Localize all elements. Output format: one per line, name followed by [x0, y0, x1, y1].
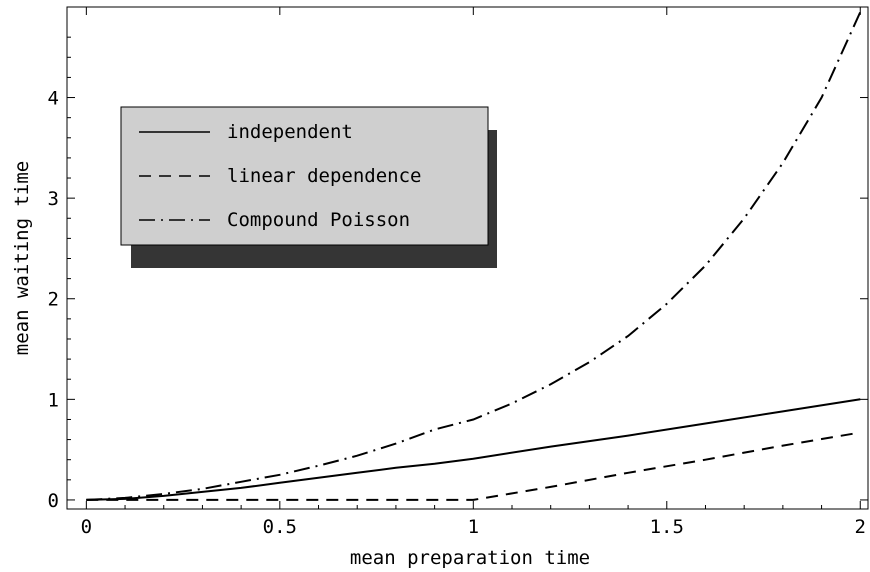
y-axis-label: mean waiting time: [11, 161, 33, 355]
x-tick-label: 2: [855, 516, 866, 538]
series-layer: [86, 11, 862, 501]
legend-label: linear dependence: [227, 165, 421, 187]
y-tick-label: 2: [48, 289, 59, 311]
legend: independent linear dependence Compound Poi…: [120, 106, 497, 268]
x-axis-label: mean preparation time: [350, 547, 590, 569]
tick-layer: 0 0.5 1 1.5 2 0 1 2 3 4: [48, 7, 868, 538]
x-tick-label: 1: [468, 516, 479, 538]
plot-frame: [66, 6, 869, 510]
y-tick-label: 1: [48, 389, 59, 411]
x-tick-label: 1.5: [650, 516, 684, 538]
legend-label: independent: [227, 121, 353, 143]
x-tick-label: 0: [81, 516, 92, 538]
series-line-linear-dependence: [86, 431, 861, 501]
plot-area-border: [66, 6, 869, 510]
y-tick-label: 3: [48, 188, 59, 210]
x-tick-label: 0.5: [263, 516, 297, 538]
series-line-independent: [86, 398, 861, 501]
y-tick-label: 4: [48, 88, 59, 110]
series-line-compound-poisson: [86, 11, 862, 501]
legend-label: Compound Poisson: [227, 209, 410, 231]
legend-entries: independent linear dependence Compound Poi…: [139, 121, 421, 231]
y-tick-label: 0: [48, 490, 59, 512]
